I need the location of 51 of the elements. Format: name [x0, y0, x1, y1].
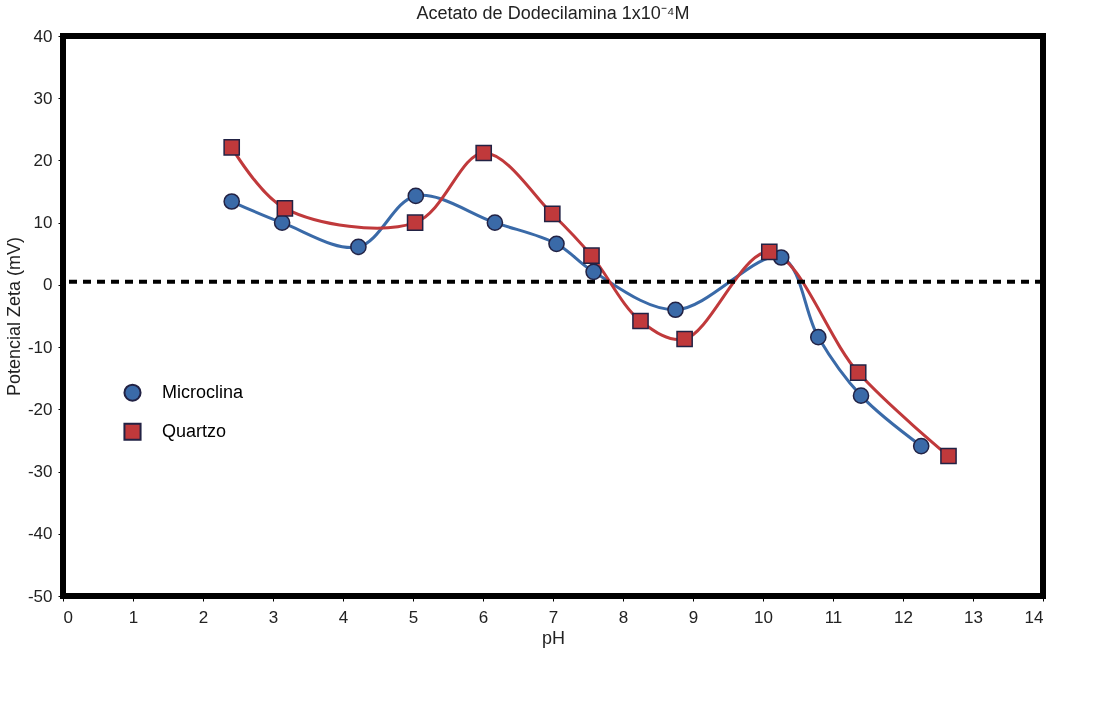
x-tick-label: 4: [338, 607, 349, 627]
x-tick-label: 1: [128, 607, 139, 627]
legend-label: Quartzo: [162, 420, 227, 441]
x-tick-label: 9: [688, 607, 699, 627]
point: [543, 205, 561, 223]
point: [940, 447, 957, 465]
y-tick-label: 30: [33, 88, 53, 108]
point: [406, 214, 424, 231]
x-tick-label: 13: [964, 607, 983, 627]
x-tick-label: 2: [198, 607, 209, 627]
point: [667, 301, 684, 319]
y-tick-label: -50: [27, 586, 53, 606]
point: [548, 235, 565, 253]
point: [276, 200, 294, 217]
x-axis-title: pH: [541, 627, 566, 648]
point: [676, 330, 693, 348]
y-tick-label: -40: [27, 524, 53, 544]
x-tick-label: 11: [824, 607, 843, 627]
x-tick-label: 6: [478, 607, 489, 627]
x-tick-label: 12: [894, 607, 913, 627]
x-tick-label: 8: [618, 607, 629, 627]
point: [760, 243, 778, 261]
point: [583, 247, 600, 264]
point: [852, 387, 870, 404]
point: [407, 187, 425, 205]
y-tick-label: -20: [27, 399, 53, 419]
point: [585, 263, 602, 281]
point: [350, 238, 367, 256]
point: [475, 144, 493, 162]
y-tick-label: -10: [27, 337, 53, 357]
y-tick-label: 10: [33, 213, 53, 233]
point: [632, 312, 649, 330]
x-tick-label: 14: [1024, 607, 1044, 627]
point: [849, 364, 867, 381]
y-tick-label: 0: [43, 275, 53, 295]
y-tick-label: -30: [27, 462, 53, 482]
x-tick-label: 5: [408, 607, 419, 627]
y-tick-label: 40: [33, 26, 53, 46]
legend-label: Microclina: [162, 381, 245, 402]
x-tick-label: 10: [754, 607, 773, 627]
x-tick-label: 3: [268, 607, 279, 627]
y-axis-title: Potencial Zeta (mV): [3, 236, 24, 397]
x-tick-label: 0: [63, 607, 73, 627]
point: [223, 193, 241, 210]
y-tick-label: 20: [33, 150, 53, 170]
chart-title: Acetato de Dodecilamina 1x10⁻⁴M: [416, 3, 690, 23]
point: [486, 214, 504, 231]
x-tick-label: 7: [548, 607, 559, 627]
point: [912, 437, 930, 455]
point: [809, 328, 827, 346]
point: [223, 139, 241, 156]
